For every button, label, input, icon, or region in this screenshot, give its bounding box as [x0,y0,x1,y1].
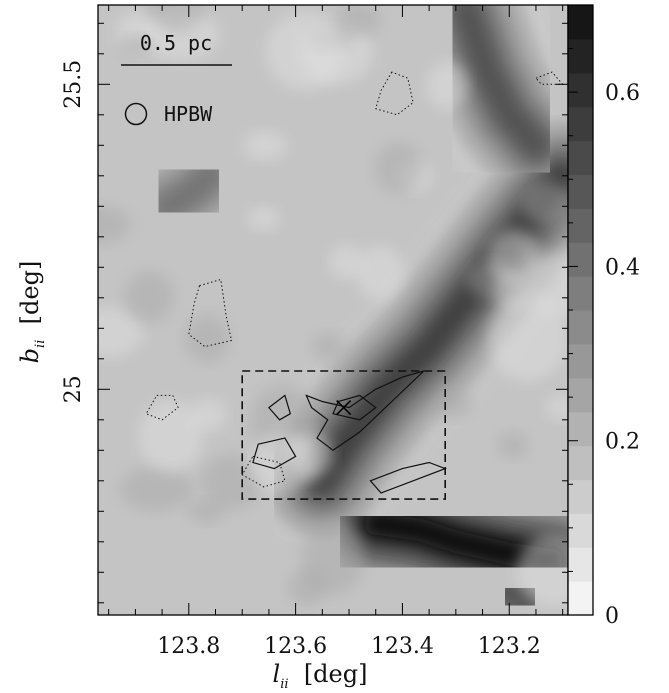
y-axis-subscript: ii [33,340,48,348]
y-axis-symbol: b [16,348,44,363]
colorbar-step [568,343,593,379]
svg-text:lii [deg]: lii [deg] [273,660,368,692]
colorbar-step [568,310,593,345]
mottle-blob [329,245,364,280]
colorbar-ticks: 0 0.2 0.4 0.6 [568,4,640,629]
x-axis-unit: [deg] [304,660,368,688]
mottle-blob [247,433,317,493]
y-tick-label: 25 [61,375,86,403]
mottle-blob [426,62,469,109]
x-axis-symbol: l [273,660,281,688]
x-tick-label: 123.6 [264,634,327,659]
y-axis-title: bii [deg] [16,261,48,364]
mottle-blob [311,332,346,362]
beam-label: HPBW [164,102,213,126]
solid-contour-2 [252,437,297,470]
x-axis-ticks: 123.8 123.6 123.4 123.2 [108,5,564,659]
annotations: 0.5 pc HPBW [121,31,446,500]
y-axis-ticks: 25 25.5 [61,22,568,604]
mottle-blob [124,270,175,323]
mottle-blob [138,400,203,473]
mottle-blob [118,35,156,59]
colorbar-step [568,276,593,311]
mottle-blob [200,453,263,510]
mottle-blob [187,499,225,524]
scale-bar-label: 0.5 pc [140,31,212,55]
colorbar-step [568,72,593,108]
solid-contour-1 [332,394,377,421]
mottle-blob [184,314,230,363]
dotted-contour-3 [241,455,286,488]
y-axis-unit: [deg] [16,261,44,325]
x-tick-label: 123.4 [371,634,434,659]
colorbar-step [568,5,593,40]
colorbar-tick-label: 0.6 [605,81,640,106]
ridge-4-level-4 [498,579,542,614]
mottle-blob [545,394,568,420]
colorbar: 0 0.2 0.4 0.6 [567,4,640,629]
dashed-region-box [241,370,446,500]
mottle-blob [98,205,131,244]
colorbar-step [568,547,593,582]
mottle-blob [336,5,381,36]
colorbar-step [568,174,593,209]
colorbar-step [568,377,593,413]
solid-contour-4 [268,394,292,421]
mottle-blob [516,534,568,607]
position-marker [336,400,352,416]
mottle-blob [98,308,144,358]
mottle-blob [247,206,280,231]
colorbar-step [568,513,593,548]
colorbar-tick-label: 0.4 [605,255,640,280]
mottle-blob [375,142,422,195]
intensity-mottle [98,5,568,607]
mottle-blob [265,12,345,90]
colorbar-step [568,242,593,277]
mottle-blob [437,387,473,419]
colorbar-step [568,38,593,74]
ridge-2-level-4 [455,5,547,157]
colorbar-step [568,140,593,176]
ridge-3-level-4 [156,164,222,218]
colorbar-step [568,479,593,514]
mottle-blob [521,181,568,226]
colorbar-step [568,445,593,481]
region-box [241,370,446,500]
mottle-blob [488,293,568,382]
mottle-blob [145,5,206,31]
mottle-blob [119,466,195,512]
colorbar-step [568,208,593,243]
dotted-contour-1 [188,278,233,348]
x-axis-title: lii [deg] [273,660,368,692]
colorbar-step [568,581,593,616]
mottle-blob [300,520,365,596]
x-tick-label: 123.8 [157,634,220,659]
x-tick-label: 123.2 [478,634,541,659]
svg-text:bii [deg]: bii [deg] [16,261,48,364]
y-tick-label: 25.5 [61,60,86,109]
dotted-contour-2 [145,394,179,421]
colorbar-tick-label: 0 [605,604,619,629]
marker-stroke-2 [336,400,352,416]
map-panel: 123.8 123.6 123.4 123.2 25 25.5 [61,4,569,659]
colorbar-tick-label: 0.2 [605,430,640,455]
dotted-contour-0 [375,71,414,116]
solid-contour-0 [305,370,425,452]
beam-circle [124,102,148,126]
x-axis-subscript: ii [280,677,288,692]
mottle-blob [487,229,542,288]
mottle-blob [497,431,528,459]
mottle-blob [243,130,287,161]
mottle-blob [356,245,405,301]
